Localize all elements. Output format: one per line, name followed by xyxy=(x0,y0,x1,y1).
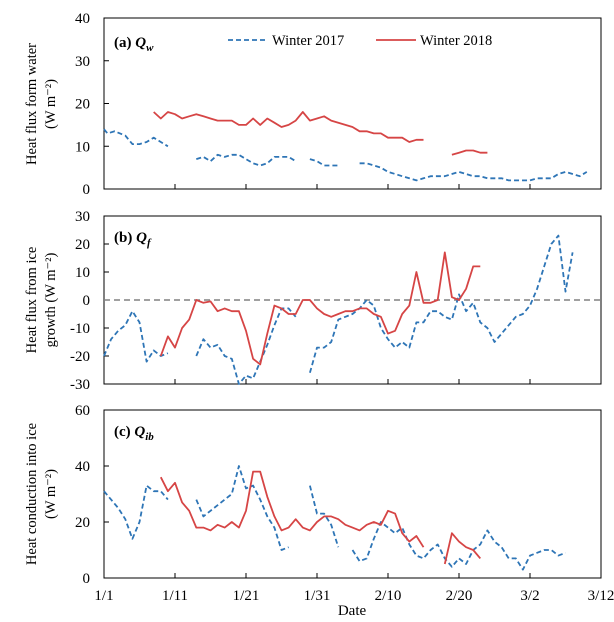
x-tick-label: 3/2 xyxy=(520,588,539,604)
x-tick-label: 2/10 xyxy=(375,588,402,604)
panel-a-series-winter-2018 xyxy=(451,149,488,156)
panel-b-ytick-label: -10 xyxy=(70,321,90,337)
x-tick-label: 1/1 xyxy=(94,588,113,604)
x-tick-label: 1/31 xyxy=(304,588,331,604)
panel-b-ytick-label: 10 xyxy=(75,265,90,281)
x-axis-title: Date xyxy=(338,603,367,619)
panel-c-series-winter-2018 xyxy=(159,470,425,548)
panel-b: (b) Qf Heat flux from ice growth (W m⁻²) xyxy=(24,215,602,385)
panel-a-ytick-label: 10 xyxy=(75,139,90,155)
panel-b-label: (b) Qf xyxy=(114,230,152,249)
panel-c-ylabel-line2: (W m⁻²) xyxy=(43,469,59,519)
panel-b-series-winter-2017 xyxy=(103,310,169,363)
panel-a-series-winter-2017 xyxy=(103,128,169,148)
panel-c-ylabel-line1: Heat conduction into ice xyxy=(24,423,40,565)
panel-b-series-winter-2017 xyxy=(195,307,297,385)
panel-c-series-winter-2018 xyxy=(443,532,481,565)
panel-c-series-winter-2017 xyxy=(351,521,566,571)
panel-c-series-winter-2017 xyxy=(103,484,169,540)
legend-label-2018: Winter 2018 xyxy=(420,33,492,49)
panel-a-series-winter-2017 xyxy=(359,162,588,182)
panel-a-frame xyxy=(103,17,602,190)
panel-c-ytick-label: 20 xyxy=(75,515,90,531)
panel-a-series-winter-2018 xyxy=(153,111,424,143)
panel-c-series-winter-2017 xyxy=(195,465,289,551)
panel-c-series-winter-2017 xyxy=(309,485,340,548)
panel-b-ytick-label: -30 xyxy=(70,377,90,393)
panel-c-ytick-label: 40 xyxy=(75,459,90,475)
x-tick-label: 3/12 xyxy=(588,588,614,604)
panel-c-ytick-label: 60 xyxy=(75,403,90,419)
panel-c-ytick-label: 0 xyxy=(83,571,91,587)
panel-c-frame xyxy=(103,409,602,579)
panel-a-series-winter-2017 xyxy=(309,158,339,167)
plot-marks: 0 10 20 30 40 -30 -20 -10 0 10 20 30 0 20 40 60 1/1 1/11 1… xyxy=(70,11,614,604)
panel-b-ylabel-line1: Heat flux from ice xyxy=(24,247,40,354)
x-tick-label: 1/21 xyxy=(233,588,260,604)
panel-b-ylabel-line2: growth (W m⁻²) xyxy=(43,252,59,347)
panel-a: (a) Qw Heat flux form water (W m⁻²) Wint… xyxy=(24,17,602,190)
panel-a-ylabel-line2: (W m⁻²) xyxy=(43,79,59,129)
panel-a-ytick-label: 40 xyxy=(75,11,90,27)
x-tick-label: 2/20 xyxy=(446,588,473,604)
panel-a-ylabel-line1: Heat flux form water xyxy=(24,43,40,165)
panel-c-label: (c) Qib xyxy=(114,424,154,443)
panel-a-ytick-label: 0 xyxy=(83,182,91,198)
panel-b-ytick-label: 30 xyxy=(75,209,90,225)
panel-a-ytick-label: 30 xyxy=(75,54,90,70)
panel-a-label: (a) Qw xyxy=(114,35,154,54)
panel-a-ytick-label: 20 xyxy=(75,97,90,113)
panel-b-ytick-label: -20 xyxy=(70,349,90,365)
panel-b-series-winter-2017 xyxy=(309,234,574,374)
panel-b-ytick-label: 0 xyxy=(83,293,91,309)
legend: Winter 2017 Winter 2018 xyxy=(228,33,492,49)
legend-label-2017: Winter 2017 xyxy=(272,33,344,49)
x-tick-label: 1/11 xyxy=(162,588,188,604)
panel-b-ytick-label: 20 xyxy=(75,237,90,253)
panel-a-series-winter-2017 xyxy=(196,153,297,167)
panel-c: (c) Qib Heat conduction into ice (W m⁻²) xyxy=(24,409,602,579)
panel-b-series-winter-2018 xyxy=(159,251,481,366)
